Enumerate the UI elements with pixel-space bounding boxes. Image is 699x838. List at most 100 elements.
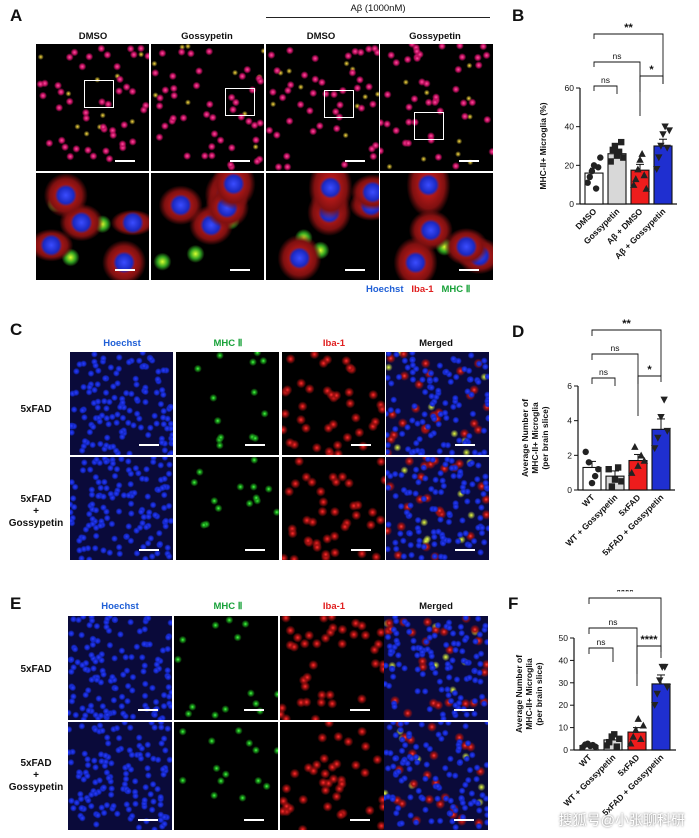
panel-e-image-row1-hoechst: [68, 616, 172, 720]
scale-bar: [350, 819, 370, 821]
scale-bar: [245, 549, 265, 551]
data-point: [582, 448, 589, 456]
scale-bar: [454, 709, 474, 711]
significance-label: **: [622, 318, 631, 330]
data-point: [588, 479, 596, 487]
panel-e-image-row2-iba: [280, 722, 384, 830]
data-point: [651, 445, 659, 453]
watermark-text: 搜狐号@小张聊科研: [558, 812, 685, 828]
panel-c-row-label-1: 5xFAD: [20, 404, 52, 415]
significance-bracket: [593, 85, 618, 94]
zoom-region-box: [324, 90, 354, 118]
y-axis-label: Average Number ofMHC-II+ Microglia(per b…: [520, 399, 550, 477]
data-point: [653, 690, 661, 698]
y-tick-label: 20: [559, 700, 569, 710]
panel-c-image-row1-hoechst: [70, 352, 173, 455]
data-point: [585, 459, 593, 466]
scale-bar: [455, 444, 475, 446]
significance-bracket: [639, 75, 664, 116]
scale-bar: [244, 709, 264, 711]
data-point: [629, 732, 637, 740]
data-point: [606, 738, 613, 746]
data-point: [634, 462, 642, 469]
scale-bar: [350, 709, 370, 711]
zoom-region-box: [84, 80, 114, 108]
panel-a-overview-image-3: [266, 44, 379, 171]
y-axis-label-line: MHC-II+ Microglia: [524, 658, 534, 730]
data-point: [637, 451, 645, 459]
data-point: [663, 144, 671, 152]
data-point: [597, 154, 604, 161]
y-axis-label: MHC-II+ Microglia (%): [538, 102, 548, 189]
significance-label: **: [624, 22, 633, 34]
panel-e-image-row2-mhc: [174, 722, 278, 830]
data-point: [605, 466, 612, 473]
data-point: [607, 158, 614, 165]
panel-letter-d: D: [512, 322, 525, 341]
panel-a-overview-image-1: [36, 44, 149, 171]
y-axis-label-line: MHC-II+ Microglia: [530, 402, 540, 474]
significance-bracket: [588, 647, 614, 662]
data-point: [632, 175, 640, 183]
chart-f: 0 10 20 30 40 50 Average Number ofMHC-II+ Micr…: [514, 590, 676, 818]
significance-bracket: [593, 33, 664, 84]
data-point: [639, 721, 647, 729]
data-point: [627, 739, 635, 747]
scale-bar: [138, 819, 158, 821]
data-point: [614, 464, 622, 471]
data-point: [660, 396, 668, 404]
panel-c-image-row1-merged: [386, 352, 489, 455]
data-point: [608, 483, 616, 490]
panel-e-image-row1-mhc: [174, 616, 278, 720]
scale-bar: [455, 549, 475, 551]
panel-a-zoom-image-1: [36, 173, 149, 280]
panel-e-image-row1-merged: [384, 616, 488, 720]
panel-a-zoom-image-2: [151, 173, 264, 280]
scale-bar: [351, 444, 371, 446]
legend-mhc2: MHC Ⅱ: [441, 284, 471, 295]
panel-e-image-row2-merged: [384, 722, 488, 830]
panel-a-zoom-image-3: [266, 173, 379, 280]
panel-e-image-row2-hoechst: [68, 722, 172, 830]
significance-bracket: [637, 375, 662, 416]
scale-bar: [139, 444, 159, 446]
significance-bracket: [591, 377, 616, 386]
data-point: [613, 743, 620, 750]
scale-bar: [351, 549, 371, 551]
panel-letter-f: F: [508, 594, 519, 613]
data-point: [611, 142, 619, 150]
scale-bar: [230, 160, 250, 162]
y-tick-label: 0: [569, 199, 574, 209]
panel-letter-b: B: [512, 6, 525, 25]
data-point: [659, 131, 667, 139]
panel-c-image-row2-mhc: [176, 457, 279, 560]
data-point: [630, 180, 638, 188]
data-point: [584, 179, 591, 186]
panel-c-col-mhc2: MHC Ⅱ: [213, 338, 243, 349]
data-point: [618, 138, 625, 146]
panel-e-col-merged: Merged: [419, 601, 453, 612]
scale-bar: [459, 269, 479, 271]
data-point: [620, 154, 627, 161]
panel-a-col-label-3: DMSO: [306, 31, 336, 42]
data-point: [642, 184, 650, 192]
data-point: [616, 735, 623, 742]
x-category-label: WT: [577, 752, 594, 769]
panel-a-legend: Hoechst Iba-1 MHC Ⅱ: [366, 284, 470, 295]
legend-hoechst: Hoechst: [366, 284, 404, 295]
data-point: [603, 742, 610, 749]
panel-a-group-label: Aβ (1000nM): [350, 3, 406, 14]
scale-bar: [454, 819, 474, 821]
data-point: [618, 478, 625, 485]
chart-d: 0 2 4 6 Average Number ofMHC-II+ Microglia(p…: [520, 318, 675, 558]
panel-c-image-row1-mhc: [176, 352, 279, 455]
data-point: [656, 677, 664, 685]
data-point: [632, 726, 640, 734]
data-point: [615, 148, 623, 155]
zoom-region-box: [414, 112, 444, 140]
panel-letter-a: A: [10, 6, 23, 25]
y-tick-label: 10: [559, 723, 569, 733]
scale-bar: [245, 444, 265, 446]
significance-bracket: [591, 329, 662, 376]
data-point: [592, 743, 599, 750]
